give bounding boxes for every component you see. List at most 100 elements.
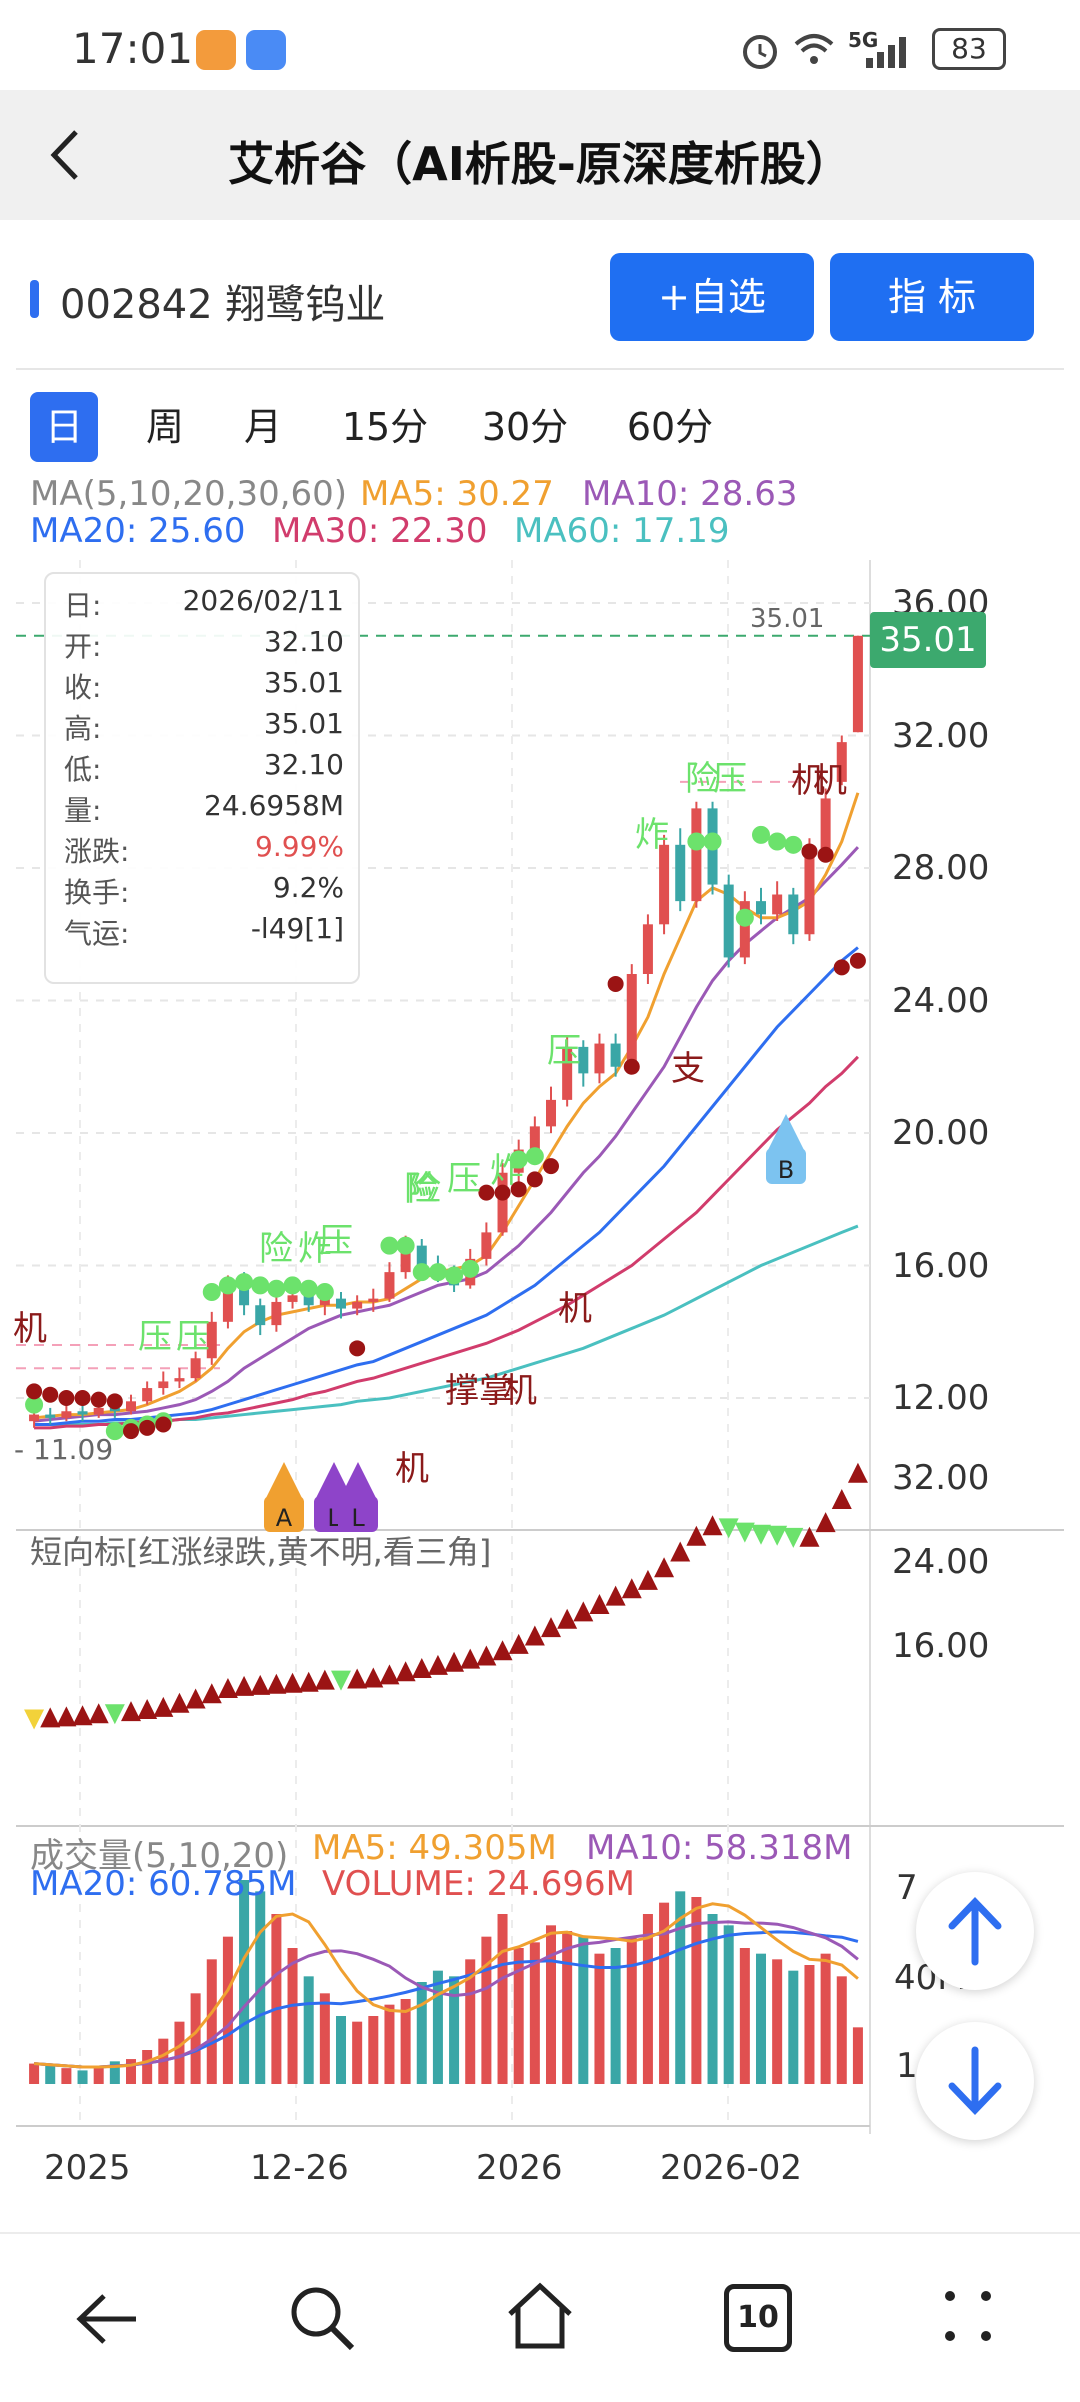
trend-triangle — [605, 1585, 626, 1606]
annotation-label: 机 — [558, 1289, 592, 1329]
trend-triangle — [799, 1526, 820, 1547]
kline-chart[interactable]: 压压险 炸压险压炸压险炸险压机机撑 掌机机机支机A L LB — [0, 560, 1080, 2190]
home-icon[interactable] — [502, 2278, 578, 2354]
annotation-label: 压 — [138, 1317, 172, 1357]
volume-bar — [626, 1936, 637, 2084]
marker-label: B — [778, 1156, 794, 1184]
tab-60min[interactable]: 60分 — [626, 405, 714, 449]
candle-body — [852, 635, 863, 733]
signal-dot-green — [784, 835, 803, 854]
info-value: 2026/02/11 — [182, 584, 344, 617]
trend-triangle — [476, 1645, 497, 1666]
candle-body — [578, 1046, 589, 1074]
info-key: 气运: — [64, 917, 130, 950]
signal-dot-green — [768, 832, 787, 851]
trend-triangle — [104, 1704, 125, 1725]
trend-triangle — [201, 1683, 222, 1704]
signal-dot-red — [123, 1423, 139, 1440]
info-row: 高: 35.01 — [46, 707, 358, 748]
volume-axis-label: 1 — [896, 2046, 918, 2086]
candle-body — [190, 1358, 201, 1379]
trend-triangle — [88, 1703, 109, 1724]
trend-triangle — [508, 1633, 529, 1654]
marker-shape — [264, 1496, 304, 1532]
signal-dot-red — [510, 1181, 527, 1198]
trend-triangle — [767, 1525, 788, 1546]
signal-dot-green — [315, 1283, 334, 1301]
more-icon[interactable] — [938, 2282, 998, 2352]
annotation-label: 压 — [713, 759, 747, 799]
tab-month[interactable]: 月 — [243, 405, 282, 449]
marker-label: L — [351, 1504, 365, 1532]
x-axis-label: 2026 — [476, 2148, 563, 2188]
trend-triangle — [153, 1696, 174, 1717]
signal-dot-green — [687, 832, 706, 851]
volume-bar — [642, 1914, 653, 2084]
scroll-up-button[interactable] — [916, 1872, 1034, 1990]
volume-bar — [93, 2067, 104, 2084]
volume-bar — [142, 2050, 153, 2084]
candle-body — [222, 1285, 233, 1322]
volume-bar — [659, 1902, 670, 2084]
info-value: -l49[1] — [250, 912, 344, 945]
candle-body — [335, 1298, 347, 1309]
candle-body — [29, 1414, 40, 1422]
signal-dot-red — [607, 975, 624, 992]
volume-bar — [513, 1948, 524, 2084]
info-value: 35.01 — [263, 707, 344, 740]
back-arrow-icon[interactable] — [70, 2284, 146, 2354]
trend-triangle — [831, 1489, 852, 1509]
page-title: 艾析谷（AI析股-原深度析股） — [228, 137, 852, 191]
annotation-label: 险 — [407, 1169, 441, 1209]
volume-bar — [739, 1948, 750, 2084]
signal-dot-red — [494, 1184, 511, 1201]
trend-triangle — [815, 1512, 836, 1533]
volume-bar — [691, 1897, 702, 2084]
volume-bar — [594, 1953, 605, 2084]
volume-bar — [675, 1891, 686, 2084]
trend-triangle — [331, 1670, 351, 1691]
title-bar: 艾析谷（AI析股-原深度析股） — [0, 90, 1080, 220]
annotation-label: 炸 — [298, 1229, 332, 1269]
tab-week[interactable]: 周 — [145, 405, 184, 449]
volume-bar — [239, 1880, 250, 2084]
search-icon[interactable] — [284, 2280, 360, 2356]
indicator-button[interactable]: 指 标 — [830, 253, 1034, 341]
back-chevron-icon[interactable] — [36, 120, 96, 190]
x-axis-label: 2025 — [44, 2148, 131, 2188]
ma20-value: MA20: 25.60 — [30, 511, 246, 551]
trend-triangle — [282, 1672, 303, 1693]
volume-bar — [174, 2021, 185, 2084]
scroll-down-button[interactable] — [916, 2022, 1034, 2140]
trend-triangle — [621, 1578, 642, 1599]
tab-15min[interactable]: 15分 — [341, 405, 429, 449]
ma20-line — [34, 946, 859, 1426]
current-price-badge: 35.01 — [870, 612, 986, 668]
sub-axis-label: 32.00 — [892, 1458, 990, 1498]
trend-triangle — [460, 1648, 481, 1669]
tab-day[interactable]: 日 — [30, 392, 98, 462]
volume-legend-title: 成交量(5,10,20) — [30, 1836, 289, 1876]
candle-body — [562, 1046, 573, 1100]
candle-body — [61, 1411, 72, 1418]
candle-body — [174, 1378, 185, 1382]
candle-body — [255, 1305, 266, 1326]
signal-dot-green — [299, 1279, 318, 1298]
marker-label: L — [327, 1504, 341, 1532]
volume-bar — [287, 1948, 298, 2084]
signal-dot-green — [461, 1259, 480, 1278]
price-axis-label: 32.00 — [892, 715, 990, 756]
signal-dot-green — [412, 1263, 431, 1282]
signal-dot-red — [26, 1383, 43, 1400]
arrow-up-icon — [948, 1896, 1002, 1966]
volume-bar — [723, 1925, 734, 2084]
annotation-label: 机 — [503, 1371, 537, 1411]
candle-body — [755, 901, 767, 915]
info-row: 开: 32.10 — [46, 625, 358, 666]
volume-bar — [368, 2016, 379, 2084]
volume-bar — [190, 1993, 201, 2084]
tab-30min[interactable]: 30分 — [481, 405, 569, 449]
add-watchlist-button[interactable]: +自选 — [610, 253, 814, 341]
tabs-icon[interactable]: 10 — [724, 2284, 792, 2352]
ma30-value: MA30: 22.30 — [272, 511, 488, 551]
